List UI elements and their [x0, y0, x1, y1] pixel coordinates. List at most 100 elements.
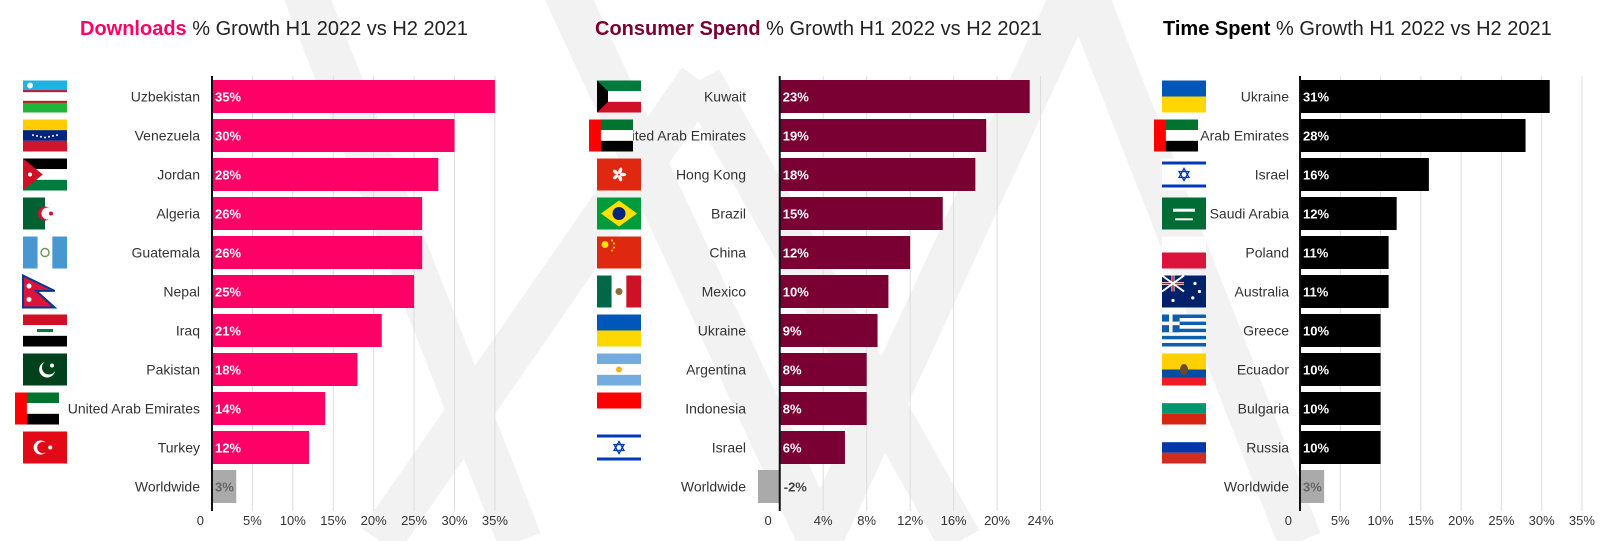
category-label: Nepal [163, 284, 200, 300]
bar [212, 431, 309, 464]
tick-label: 35% [1569, 513, 1595, 528]
x-axis-ticks: 0 5% 10% 15% 20% 25% 30% 35% [1285, 513, 1596, 528]
data-label: 35% [215, 90, 241, 105]
data-label: 23% [783, 90, 809, 105]
tick-label: 35% [482, 513, 508, 528]
x-axis-ticks: 0 5% 10% 15% 20% 25% 30% 35% [197, 513, 509, 528]
jordan-flag-icon [23, 158, 67, 191]
bar [1300, 197, 1397, 230]
category-label: Kuwait [704, 89, 746, 105]
kuwait-flag-icon [597, 80, 641, 113]
turkey-flag-icon [23, 431, 67, 464]
bar [212, 197, 423, 230]
data-label: 31% [1303, 90, 1329, 105]
data-label: 11% [1303, 246, 1329, 261]
data-label: 10% [1303, 402, 1329, 417]
ukraine-flag-icon [597, 314, 641, 347]
data-label: 6% [783, 441, 802, 456]
bar [779, 392, 867, 425]
guatemala-flag-icon [23, 236, 67, 269]
uae-flag-icon [589, 119, 633, 152]
category-label: Turkey [158, 440, 200, 456]
tick-label: 16% [941, 513, 967, 528]
x-axis-ticks: 0 4% 8% 12% 16% 20% 24% [765, 513, 1055, 528]
title-highlight: Consumer Spend [595, 18, 761, 40]
greece-flag-icon [1162, 314, 1206, 347]
category-label: Ukraine [1241, 89, 1289, 105]
israel-flag-icon [597, 431, 641, 464]
uae-flag-icon [15, 392, 59, 425]
data-label: 30% [215, 129, 241, 144]
data-label: 12% [783, 246, 809, 261]
bar [779, 80, 1030, 113]
data-label: 10% [1303, 363, 1329, 378]
iraq-flag-icon [23, 314, 67, 347]
data-label: 14% [215, 402, 241, 417]
tick-label: 5% [243, 513, 262, 528]
tick-label: 4% [814, 513, 833, 528]
tick-label: 15% [320, 513, 346, 528]
data-label: 3% [215, 480, 234, 495]
panel-title-downloads: Downloads % Growth H1 2022 vs H2 2021 [80, 18, 468, 41]
tick-label: 20% [361, 513, 387, 528]
category-label: Indonesia [685, 401, 746, 417]
category-label: Venezuela [135, 128, 201, 144]
category-label: Worldwide [681, 479, 746, 495]
category-label: Poland [1245, 245, 1289, 261]
bar [1300, 236, 1389, 269]
data-label: 18% [215, 363, 241, 378]
bar [779, 197, 943, 230]
algeria-flag-icon [23, 197, 67, 230]
category-label: Israel [1255, 167, 1289, 183]
title-highlight: Downloads [80, 18, 187, 40]
poland-flag-icon [1162, 236, 1206, 269]
uae-flag-icon [1154, 119, 1198, 152]
tick-label: 5% [1331, 513, 1350, 528]
tick-label: 25% [1488, 513, 1514, 528]
category-label: United Arab Emirates [614, 128, 746, 144]
category-label: Algeria [156, 206, 200, 222]
pakistan-flag-icon [23, 353, 67, 386]
data-label: 3% [1303, 480, 1322, 495]
bar [1300, 392, 1381, 425]
bar [212, 353, 358, 386]
bar [779, 314, 878, 347]
data-label: 26% [215, 207, 241, 222]
data-label: 8% [783, 363, 802, 378]
panel-title-time-spent: Time Spent % Growth H1 2022 vs H2 2021 [1163, 18, 1552, 41]
israel-flag-icon [1162, 158, 1206, 191]
bar [1300, 158, 1429, 191]
tick-label: 15% [1408, 513, 1434, 528]
bar [212, 392, 326, 425]
bar [779, 353, 867, 386]
bulgaria-flag-icon [1162, 392, 1206, 425]
nepal-flag-icon [22, 273, 58, 309]
title-highlight: Time Spent [1163, 18, 1271, 40]
data-label: 25% [215, 285, 241, 300]
data-label: 10% [783, 285, 809, 300]
bar [1300, 353, 1381, 386]
uzbekistan-flag-icon [23, 80, 67, 113]
china-flag-icon [597, 236, 641, 269]
data-label: 12% [215, 441, 241, 456]
data-label: 12% [1303, 207, 1329, 222]
data-label: 10% [1303, 324, 1329, 339]
argentina-flag-icon [597, 353, 641, 386]
bar [1300, 119, 1526, 152]
category-label: Ukraine [698, 323, 746, 339]
brazil-flag-icon [597, 197, 641, 230]
bar [779, 275, 889, 308]
bars: 23% Kuwait 19% United Arab Emirates 18% Hong … [614, 80, 1030, 503]
russia-flag-icon [1162, 431, 1206, 464]
category-label: Hong Kong [676, 167, 746, 183]
data-label: 21% [215, 324, 241, 339]
category-label: Mexico [702, 284, 747, 300]
category-label: Worldwide [135, 479, 200, 495]
data-label: 11% [1303, 285, 1329, 300]
indonesia-flag-icon [597, 392, 641, 425]
panel-title-consumer-spend: Consumer Spend % Growth H1 2022 vs H2 20… [595, 18, 1042, 41]
australia-flag-icon [1161, 274, 1206, 308]
bar [779, 431, 845, 464]
